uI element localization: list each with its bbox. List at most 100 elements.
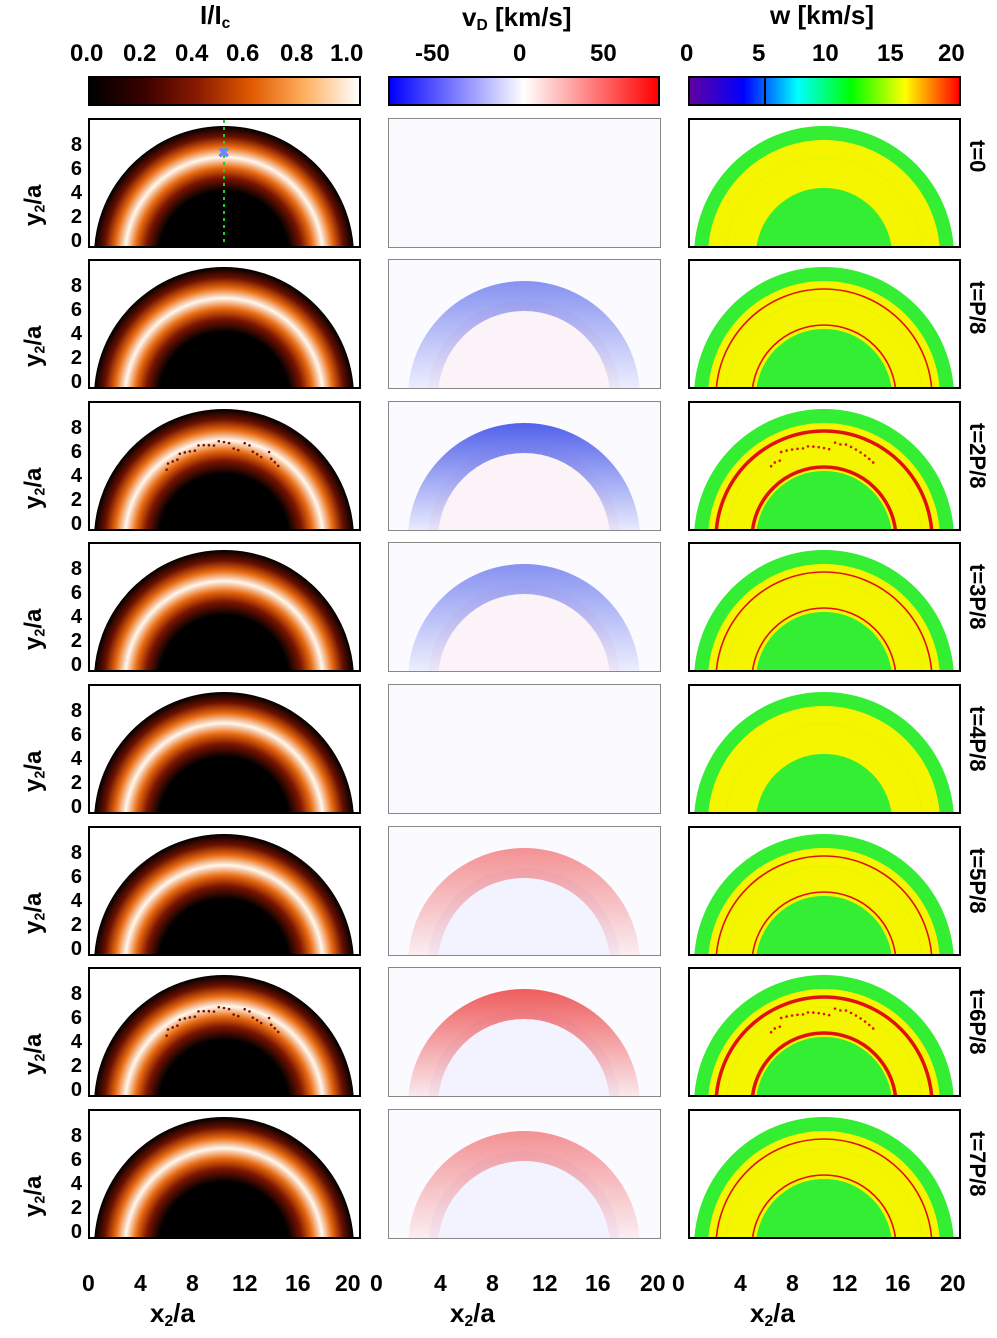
time-label: t=3P/8 xyxy=(965,564,990,630)
y-tick: 0 xyxy=(70,371,82,393)
x-tick: 8 xyxy=(186,1270,199,1296)
y-tick: 6 xyxy=(70,724,82,746)
x-tick: 12 xyxy=(532,1270,558,1296)
velocity-colorbar-title: vD [km/s] xyxy=(462,2,572,34)
y-axis-label: y2/a xyxy=(20,608,49,650)
y-tick: 0 xyxy=(70,230,82,252)
y-tick: 2 xyxy=(70,630,82,652)
width-colorbar-title: w [km/s] xyxy=(770,0,875,30)
y-tick: 6 xyxy=(70,1149,82,1171)
intensity-map xyxy=(90,261,359,387)
y-tick: 4 xyxy=(70,748,82,770)
time-label: t=2P/8 xyxy=(965,423,990,489)
width-colorbar-marker xyxy=(764,78,766,104)
x-tick: 16 xyxy=(585,1270,611,1296)
y-tick: 4 xyxy=(70,606,82,628)
doppler-panel xyxy=(388,118,661,248)
doppler-map xyxy=(389,260,660,388)
y-tick: 6 xyxy=(70,299,82,321)
x-tick: 4 xyxy=(434,1270,447,1296)
width-panel xyxy=(688,542,961,672)
intensity-panel xyxy=(88,967,361,1097)
y-tick: 8 xyxy=(70,983,82,1005)
doppler-map xyxy=(389,119,660,247)
intensity-tick: 0.2 xyxy=(123,40,157,67)
intensity-tick: 0.4 xyxy=(175,40,209,67)
time-label: t=0 xyxy=(965,140,990,173)
width-tick: 5 xyxy=(752,40,766,67)
doppler-map xyxy=(389,543,660,671)
y-axis-label: y2/a xyxy=(20,1175,49,1217)
width-map xyxy=(690,544,959,670)
y-tick: 6 xyxy=(70,441,82,463)
x-tick: 0 xyxy=(82,1270,95,1296)
velocity-colorbar xyxy=(388,76,660,106)
y-tick: 0 xyxy=(70,1221,82,1243)
width-panel xyxy=(688,401,961,531)
intensity-colorbar-title: I/Ic xyxy=(200,0,231,32)
y-tick: 4 xyxy=(70,890,82,912)
y-axis-label: y2/a xyxy=(20,325,49,367)
y-tick: 2 xyxy=(70,489,82,511)
doppler-map xyxy=(389,402,660,530)
y-tick: 8 xyxy=(70,275,82,297)
y-tick: 4 xyxy=(70,1173,82,1195)
intensity-colorbar xyxy=(88,76,361,106)
width-panel xyxy=(688,1109,961,1239)
time-label: t=6P/8 xyxy=(965,989,990,1055)
doppler-map xyxy=(389,968,660,1096)
width-map xyxy=(690,261,959,387)
y-tick: 2 xyxy=(70,914,82,936)
doppler-panel xyxy=(388,542,661,672)
intensity-map xyxy=(90,686,359,812)
width-panel xyxy=(688,118,961,248)
width-map xyxy=(690,969,959,1095)
y-axis-label: y2/a xyxy=(20,892,49,934)
doppler-panel xyxy=(388,1109,661,1239)
y-tick: 8 xyxy=(70,558,82,580)
intensity-map xyxy=(90,1111,359,1237)
width-map xyxy=(690,120,959,246)
width-panel xyxy=(688,259,961,389)
y-tick: 8 xyxy=(70,417,82,439)
doppler-panel xyxy=(388,826,661,956)
width-map xyxy=(690,686,959,812)
y-tick: 0 xyxy=(70,938,82,960)
x-tick: 16 xyxy=(885,1270,911,1296)
y-tick: 0 xyxy=(70,1079,82,1101)
doppler-map xyxy=(389,1110,660,1238)
x-tick: 20 xyxy=(940,1270,966,1296)
x-tick: 12 xyxy=(832,1270,858,1296)
width-tick: 20 xyxy=(938,40,965,67)
intensity-map: ✖ xyxy=(90,120,359,246)
doppler-panel xyxy=(388,684,661,814)
x-tick: 20 xyxy=(335,1270,361,1296)
intensity-panel xyxy=(88,401,361,531)
y-tick: 6 xyxy=(70,158,82,180)
intensity-panel xyxy=(88,259,361,389)
intensity-map xyxy=(90,544,359,670)
cross-icon: ✖ xyxy=(217,143,230,162)
doppler-panel xyxy=(388,401,661,531)
x-tick: 12 xyxy=(232,1270,258,1296)
y-tick: 8 xyxy=(70,1125,82,1147)
y-tick: 8 xyxy=(70,842,82,864)
y-axis-label: y2/a xyxy=(20,750,49,792)
intensity-tick: 1.0 xyxy=(330,40,364,67)
intensity-tick: 0.0 xyxy=(70,40,104,67)
width-colorbar xyxy=(688,76,961,106)
y-tick: 2 xyxy=(70,347,82,369)
y-tick: 6 xyxy=(70,1007,82,1029)
y-tick: 6 xyxy=(70,866,82,888)
y-tick: 4 xyxy=(70,1031,82,1053)
y-tick: 6 xyxy=(70,582,82,604)
width-map xyxy=(690,828,959,954)
y-axis-label: y2/a xyxy=(20,1033,49,1075)
y-tick: 4 xyxy=(70,182,82,204)
x-tick: 8 xyxy=(786,1270,799,1296)
doppler-map xyxy=(389,827,660,955)
time-label: t=P/8 xyxy=(965,281,990,335)
intensity-panel xyxy=(88,826,361,956)
x-axis-label: x2/a xyxy=(150,1298,195,1330)
x-tick: 4 xyxy=(734,1270,747,1296)
